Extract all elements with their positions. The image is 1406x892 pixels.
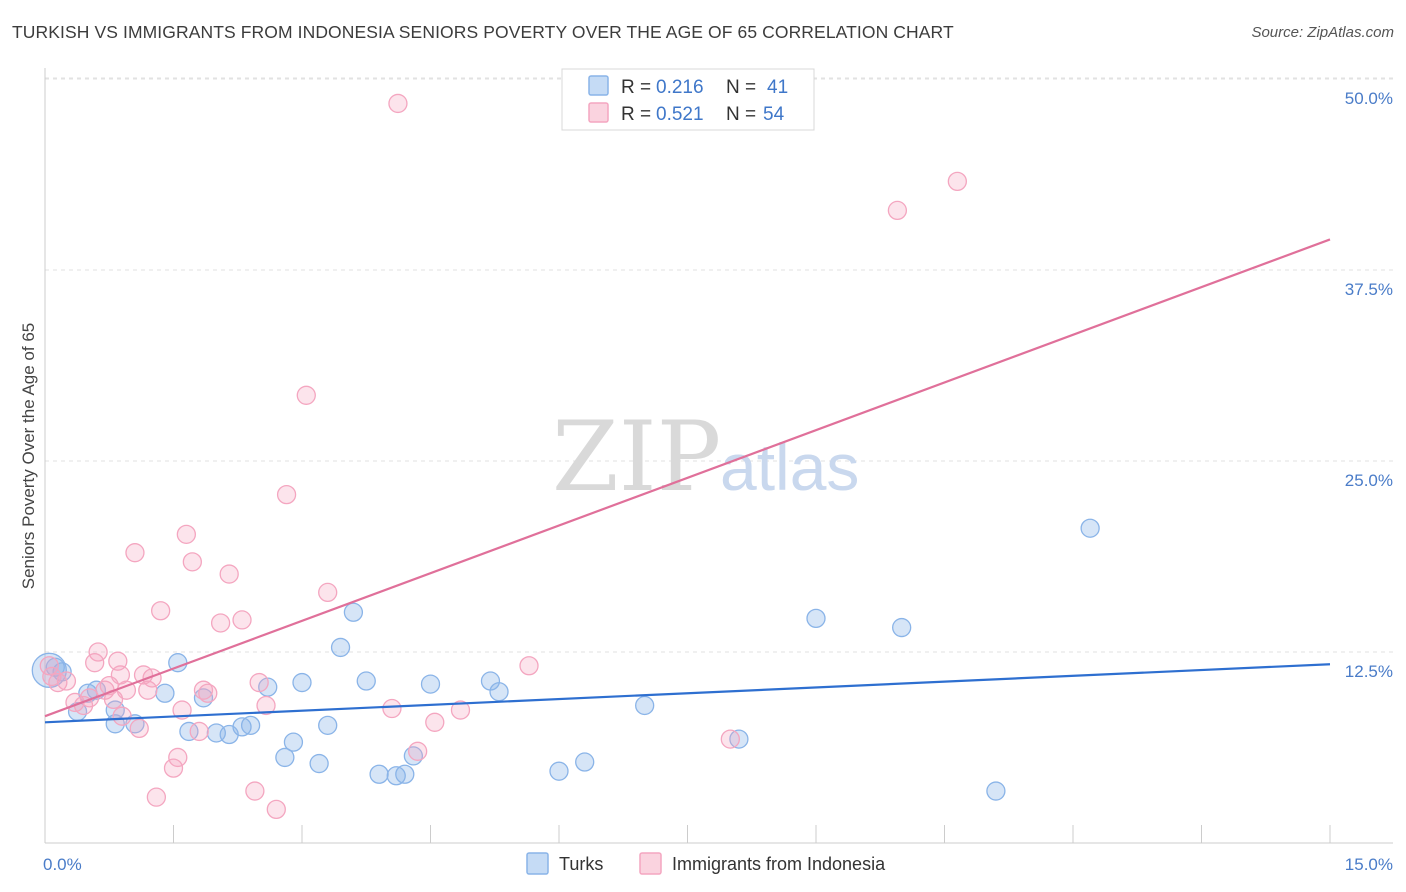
indonesia-point-35 xyxy=(249,672,269,693)
x-tick-label-min: 0.0% xyxy=(43,855,82,874)
indonesia-point-23 xyxy=(163,758,184,778)
legend-swatch-turks xyxy=(588,75,609,96)
turks-point-38 xyxy=(892,617,912,638)
y-tick-label-0: 12.5% xyxy=(1345,662,1393,681)
source-credit: Source: ZipAtlas.com xyxy=(1251,24,1394,41)
legend-n-label-indonesia: N = xyxy=(726,104,756,125)
turks-point-28 xyxy=(395,764,415,784)
indonesia-point-8 xyxy=(88,642,108,662)
indonesia-point-22 xyxy=(150,601,171,621)
indonesia-point-3 xyxy=(56,671,77,691)
turks-point-24 xyxy=(343,602,364,622)
indonesia-point-46 xyxy=(519,656,539,676)
indonesia-point-37 xyxy=(266,799,286,820)
indonesia-point-25 xyxy=(172,700,192,720)
indonesia-point-19 xyxy=(138,680,158,700)
indonesia-point-14 xyxy=(112,706,132,726)
x-tick-label-max: 15.0% xyxy=(1345,855,1393,874)
turks-trend-line xyxy=(44,663,1331,724)
watermark-zip: ZIP xyxy=(552,401,721,513)
y-tick-label-2: 37.5% xyxy=(1345,280,1393,299)
indonesia-point-31 xyxy=(210,613,231,633)
indonesia-point-16 xyxy=(125,543,145,563)
legend-n-label-turks: N = xyxy=(726,77,756,98)
indonesia-point-32 xyxy=(219,564,239,584)
turks-point-18 xyxy=(275,747,295,768)
turks-point-20 xyxy=(292,672,312,693)
indonesia-point-49 xyxy=(947,171,967,192)
data-points xyxy=(31,93,1100,820)
turks-point-37 xyxy=(806,608,826,629)
indonesia-point-36 xyxy=(256,695,276,716)
turks-point-11 xyxy=(179,721,199,742)
indonesia-point-30 xyxy=(198,683,218,703)
x-tick-labels: 0.0% 15.0% xyxy=(43,855,1393,874)
indonesia-point-39 xyxy=(296,385,316,405)
bottom-legend-label-turks: Turks xyxy=(559,854,603,874)
indonesia-point-27 xyxy=(182,552,202,572)
legend-r-value-turks: 0.216 xyxy=(656,77,704,98)
chart-title: TURKISH VS IMMIGRANTS FROM INDONESIA SEN… xyxy=(12,22,954,42)
turks-point-40 xyxy=(1080,518,1100,538)
legend-swatch-indonesia xyxy=(588,102,609,123)
bottom-legend-swatch-indonesia xyxy=(639,852,662,875)
turks-point-23 xyxy=(330,637,351,658)
turks-point-22 xyxy=(318,715,338,735)
turks-point-9 xyxy=(155,683,175,703)
turks-point-35 xyxy=(635,695,655,716)
indonesia-point-28 xyxy=(189,721,209,742)
indonesia-point-45 xyxy=(450,700,471,720)
axes xyxy=(44,68,1393,844)
turks-point-16 xyxy=(240,715,261,735)
watermark-atlas: atlas xyxy=(720,430,859,504)
indonesia-point-34 xyxy=(245,781,265,801)
turks-point-34 xyxy=(575,752,595,772)
gridlines xyxy=(45,77,1393,653)
y-tick-label-3: 50.0% xyxy=(1345,89,1393,108)
indonesia-point-26 xyxy=(176,524,197,544)
watermark: ZIP atlas xyxy=(552,401,859,513)
turks-point-39 xyxy=(986,781,1006,801)
bottom-legend-label-indonesia: Immigrants from Indonesia xyxy=(672,854,886,874)
legend: R = 0.216 N = 41 R = 0.521 N = 54 xyxy=(561,68,815,131)
bottom-legend-swatch-turks xyxy=(526,852,549,875)
indonesia-trend-line xyxy=(44,238,1331,718)
turks-point-19 xyxy=(283,732,304,752)
y-axis-label: Seniors Poverty Over the Age of 65 xyxy=(19,323,38,589)
legend-n-value-indonesia: 54 xyxy=(763,104,785,125)
legend-r-label-turks: R = xyxy=(621,77,651,98)
indonesia-point-21 xyxy=(146,787,167,807)
indonesia-point-42 xyxy=(388,93,408,114)
indonesia-point-24 xyxy=(168,747,188,768)
turks-point-26 xyxy=(369,764,389,784)
y-tick-labels: 12.5% 25.0% 37.5% 50.0% xyxy=(1345,89,1393,681)
legend-n-value-turks: 41 xyxy=(767,77,788,98)
indonesia-point-7 xyxy=(85,653,105,673)
turks-point-21 xyxy=(309,753,329,774)
legend-r-value-indonesia: 0.521 xyxy=(656,104,704,125)
turks-point-33 xyxy=(549,761,569,781)
turks-point-32 xyxy=(489,682,509,702)
indonesia-point-43 xyxy=(407,741,428,761)
indonesia-point-20 xyxy=(142,668,162,688)
indonesia-point-41 xyxy=(382,698,402,719)
turks-point-25 xyxy=(356,671,376,691)
indonesia-point-38 xyxy=(276,484,297,505)
indonesia-point-17 xyxy=(129,718,149,739)
y-tick-label-1: 25.0% xyxy=(1345,471,1393,490)
indonesia-point-40 xyxy=(318,582,338,603)
indonesia-point-47 xyxy=(720,729,740,749)
bottom-legend: Turks Immigrants from Indonesia xyxy=(526,852,886,875)
indonesia-point-48 xyxy=(887,200,908,221)
turks-point-30 xyxy=(420,674,441,694)
indonesia-point-33 xyxy=(232,610,252,630)
trend-lines xyxy=(44,238,1331,724)
indonesia-point-44 xyxy=(425,712,445,732)
legend-r-label-indonesia: R = xyxy=(621,104,651,125)
